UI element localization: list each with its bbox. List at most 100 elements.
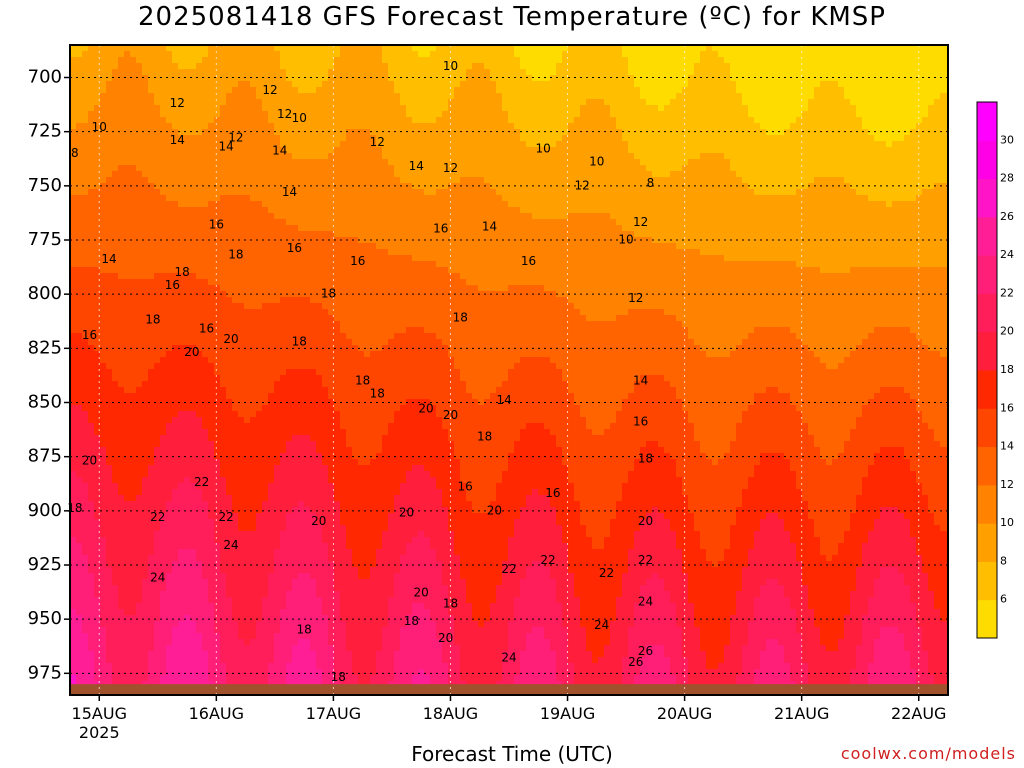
heatmap-cell — [226, 333, 233, 340]
heatmap-cell — [214, 555, 221, 562]
heatmap-cell — [88, 669, 95, 676]
heatmap-cell — [220, 507, 227, 514]
heatmap-cell — [268, 537, 275, 544]
heatmap-cell — [130, 423, 137, 430]
heatmap-cell — [166, 675, 173, 682]
heatmap-cell — [148, 231, 155, 238]
heatmap-cell — [292, 603, 299, 610]
heatmap-cell — [262, 501, 269, 508]
heatmap-cell — [124, 423, 131, 430]
heatmap-cell — [124, 621, 131, 628]
heatmap-cell — [94, 69, 101, 76]
heatmap-cell — [340, 567, 347, 574]
heatmap-cell — [310, 279, 317, 286]
heatmap-cell — [322, 297, 329, 304]
heatmap-cell — [190, 153, 197, 160]
heatmap-cell — [106, 129, 113, 136]
heatmap-cell — [220, 393, 227, 400]
heatmap-cell — [190, 93, 197, 100]
heatmap-cell — [88, 555, 95, 562]
heatmap-cell — [154, 249, 161, 256]
heatmap-cell — [112, 459, 119, 466]
heatmap-cell — [130, 135, 137, 142]
heatmap-cell — [184, 453, 191, 460]
heatmap-cell — [286, 183, 293, 190]
heatmap-cell — [166, 381, 173, 388]
heatmap-cell — [124, 537, 131, 544]
heatmap-cell — [334, 531, 341, 538]
heatmap-cell — [286, 261, 293, 268]
heatmap-cell — [124, 447, 131, 454]
heatmap-cell — [238, 69, 245, 76]
heatmap-cell — [304, 153, 311, 160]
heatmap-cell — [118, 105, 125, 112]
heatmap-cell — [154, 633, 161, 640]
heatmap-cell — [142, 441, 149, 448]
heatmap-cell — [70, 123, 77, 130]
heatmap-cell — [244, 117, 251, 124]
heatmap-cell — [100, 579, 107, 586]
heatmap-cell — [172, 105, 179, 112]
heatmap-cell — [328, 627, 335, 634]
heatmap-cell — [334, 237, 341, 244]
heatmap-cell — [340, 75, 347, 82]
heatmap-cell — [184, 597, 191, 604]
heatmap-cell — [118, 597, 125, 604]
heatmap-cell — [124, 375, 131, 382]
heatmap-cell — [196, 201, 203, 208]
heatmap-cell — [82, 405, 89, 412]
heatmap-cell — [202, 675, 209, 682]
heatmap-cell — [166, 495, 173, 502]
heatmap-cell — [196, 471, 203, 478]
heatmap-cell — [130, 297, 137, 304]
heatmap-cell — [136, 615, 143, 622]
heatmap-cell — [196, 183, 203, 190]
heatmap-cell — [304, 393, 311, 400]
heatmap-cell — [106, 267, 113, 274]
heatmap-cell — [268, 99, 275, 106]
heatmap-cell — [154, 465, 161, 472]
heatmap-cell — [232, 51, 239, 58]
heatmap-cell — [76, 129, 83, 136]
heatmap-cell — [280, 243, 287, 250]
heatmap-cell — [184, 153, 191, 160]
heatmap-cell — [340, 453, 347, 460]
heatmap-cell — [298, 267, 305, 274]
heatmap-cell — [238, 111, 245, 118]
heatmap-cell — [130, 339, 137, 346]
heatmap-cell — [76, 489, 83, 496]
heatmap-cell — [130, 585, 137, 592]
heatmap-cell — [94, 291, 101, 298]
heatmap-cell — [340, 513, 347, 520]
heatmap-cell — [130, 657, 137, 664]
heatmap-cell — [76, 561, 83, 568]
heatmap-cell — [340, 483, 347, 490]
heatmap-cell — [280, 123, 287, 130]
heatmap-cell — [202, 597, 209, 604]
heatmap-cell — [76, 543, 83, 550]
heatmap-cell — [106, 333, 113, 340]
heatmap-cell — [238, 303, 245, 310]
heatmap-cell — [94, 495, 101, 502]
heatmap-cell — [244, 93, 251, 100]
heatmap-cell — [340, 105, 347, 112]
heatmap-cell — [94, 147, 101, 154]
heatmap-cell — [298, 429, 305, 436]
heatmap-cell — [100, 261, 107, 268]
heatmap-cell — [334, 309, 341, 316]
heatmap-cell — [340, 237, 347, 244]
heatmap-cell — [244, 363, 251, 370]
heatmap-cell — [82, 123, 89, 130]
heatmap-cell — [298, 501, 305, 508]
heatmap-cell — [148, 57, 155, 64]
heatmap-cell — [316, 387, 323, 394]
heatmap-cell — [280, 657, 287, 664]
heatmap-cell — [340, 525, 347, 532]
heatmap-cell — [244, 171, 251, 178]
heatmap-cell — [196, 111, 203, 118]
heatmap-cell — [292, 207, 299, 214]
heatmap-cell — [238, 423, 245, 430]
heatmap-cell — [298, 351, 305, 358]
heatmap-cell — [316, 159, 323, 166]
heatmap-cell — [148, 297, 155, 304]
